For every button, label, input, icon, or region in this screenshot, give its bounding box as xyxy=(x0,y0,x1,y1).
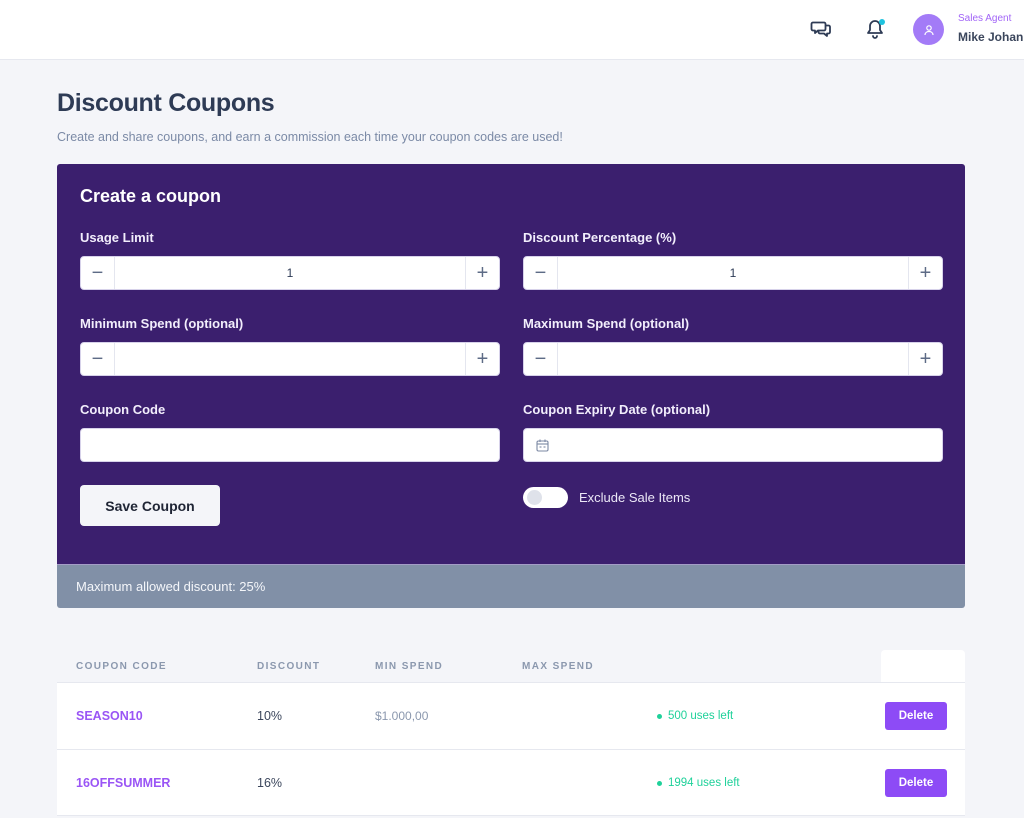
column-header-coupon-code: COUPON CODE xyxy=(76,661,167,672)
usage-limit-decrement-button[interactable]: − xyxy=(81,257,115,289)
maximum-spend-increment-button[interactable]: + xyxy=(908,343,942,375)
coupon-code-field xyxy=(80,428,500,462)
discount-percentage-input[interactable] xyxy=(558,257,908,289)
avatar[interactable] xyxy=(913,14,944,45)
max-discount-notice: Maximum allowed discount: 25% xyxy=(57,564,965,608)
minimum-spend-input[interactable] xyxy=(115,343,465,375)
coupons-table: COUPON CODE DISCOUNT MIN SPEND MAX SPEND… xyxy=(57,650,965,816)
status-dot-icon xyxy=(657,780,662,786)
uses-left-text: 1994 uses left xyxy=(668,777,740,789)
calendar-icon[interactable] xyxy=(536,439,549,452)
table-row: SEASON10 10% $1.000,00 500 uses left Del… xyxy=(57,682,965,749)
plus-icon: + xyxy=(476,348,489,370)
discount-cell: 10% xyxy=(257,709,283,723)
page-subtitle: Create and share coupons, and earn a com… xyxy=(57,130,563,144)
top-bar: Sales Agent Mike Johan xyxy=(0,0,1024,60)
plus-icon: + xyxy=(919,348,932,370)
uses-left-status: 1994 uses left xyxy=(657,777,740,789)
coupon-code-cell[interactable]: 16OFFSUMMER xyxy=(76,776,171,790)
bell-icon[interactable] xyxy=(863,17,887,41)
minimum-spend-decrement-button[interactable]: − xyxy=(81,343,115,375)
maximum-spend-input[interactable] xyxy=(558,343,908,375)
discount-percentage-increment-button[interactable]: + xyxy=(908,257,942,289)
usage-limit-input[interactable] xyxy=(115,257,465,289)
save-coupon-button[interactable]: Save Coupon xyxy=(80,485,220,526)
discount-cell: 16% xyxy=(257,776,283,790)
maximum-spend-stepper: − + xyxy=(523,342,943,376)
maximum-spend-label: Maximum Spend (optional) xyxy=(523,316,690,331)
plus-icon: + xyxy=(476,262,489,284)
expiry-date-input[interactable] xyxy=(557,429,942,461)
minimum-spend-label: Minimum Spend (optional) xyxy=(80,316,244,331)
expiry-date-label: Coupon Expiry Date (optional) xyxy=(523,402,711,417)
page-title: Discount Coupons xyxy=(57,89,275,117)
action-column-header xyxy=(881,650,965,682)
discount-percentage-label: Discount Percentage (%) xyxy=(523,230,677,245)
column-header-min-spend: MIN SPEND xyxy=(375,661,444,672)
minimum-spend-stepper: − + xyxy=(80,342,500,376)
toggle-knob xyxy=(527,490,542,505)
usage-limit-increment-button[interactable]: + xyxy=(465,257,499,289)
discount-percentage-stepper: − + xyxy=(523,256,943,290)
user-role: Sales Agent xyxy=(958,13,1012,24)
usage-limit-label: Usage Limit xyxy=(80,230,154,245)
coupon-code-cell[interactable]: SEASON10 xyxy=(76,709,143,723)
column-header-discount: DISCOUNT xyxy=(257,661,321,672)
table-row: 16OFFSUMMER 16% 1994 uses left Delete xyxy=(57,749,965,816)
uses-left-text: 500 uses left xyxy=(668,710,734,722)
exclude-sale-items-label: Exclude Sale Items xyxy=(579,490,691,505)
minimum-spend-increment-button[interactable]: + xyxy=(465,343,499,375)
maximum-spend-decrement-button[interactable]: − xyxy=(524,343,558,375)
notice-text: Maximum allowed discount: 25% xyxy=(76,579,266,594)
notification-dot xyxy=(879,19,885,25)
exclude-sale-items-toggle[interactable] xyxy=(523,487,568,508)
user-icon xyxy=(925,24,932,31)
uses-left-status: 500 uses left xyxy=(657,710,733,722)
delete-button[interactable]: Delete xyxy=(885,702,947,730)
delete-button[interactable]: Delete xyxy=(885,769,947,797)
minus-icon: − xyxy=(534,262,547,284)
coupon-code-input[interactable] xyxy=(93,429,499,461)
minus-icon: − xyxy=(534,348,547,370)
usage-limit-stepper: − + xyxy=(80,256,500,290)
create-coupon-panel: Create a coupon Usage Limit − + Discount… xyxy=(57,164,965,564)
minus-icon: − xyxy=(91,348,104,370)
discount-percentage-decrement-button[interactable]: − xyxy=(524,257,558,289)
user-name[interactable]: Mike Johan xyxy=(958,30,1024,44)
minus-icon: − xyxy=(91,262,104,284)
status-dot-icon xyxy=(657,713,662,719)
table-header: COUPON CODE DISCOUNT MIN SPEND MAX SPEND xyxy=(57,650,965,682)
column-header-max-spend: MAX SPEND xyxy=(522,661,595,672)
expiry-date-field xyxy=(523,428,943,462)
panel-title: Create a coupon xyxy=(80,186,222,206)
plus-icon: + xyxy=(919,262,932,284)
coupon-code-label: Coupon Code xyxy=(80,402,166,417)
min-spend-cell: $1.000,00 xyxy=(375,709,429,723)
chat-icon[interactable] xyxy=(809,17,833,41)
